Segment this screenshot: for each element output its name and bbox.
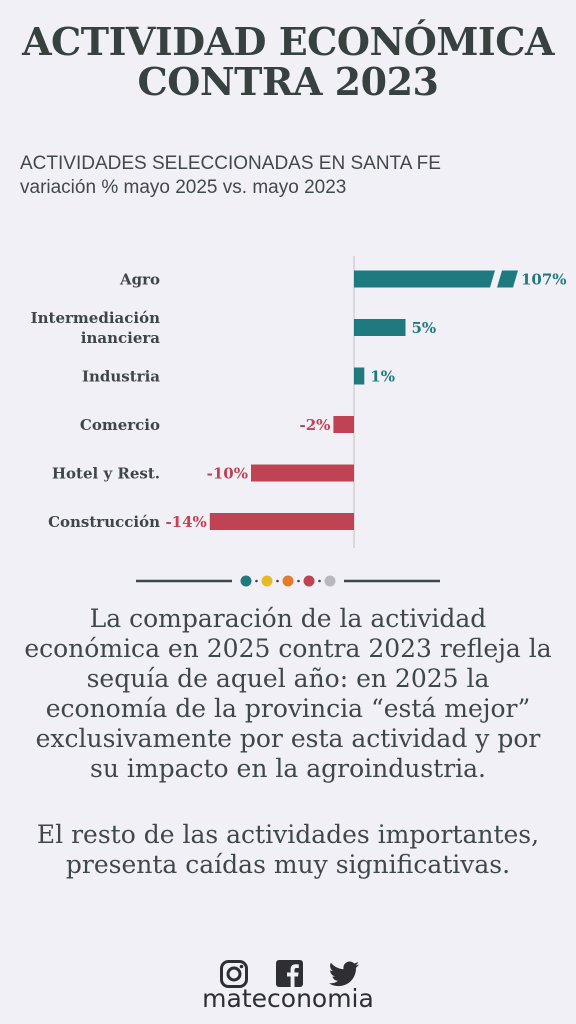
category-label-4-line-0: Hotel y Rest. [52,465,160,483]
twitter-icon[interactable] [328,961,359,987]
category-label-0-line-0: Agro [119,271,160,289]
category-label-3: Comercio [80,416,160,434]
divider-small-dot-2 [297,579,300,583]
value-label-0: 107% [521,271,567,289]
page-title: ACTIVIDAD ECONÓMICA CONTRA 2023 [0,22,576,102]
bar-3 [333,416,354,433]
category-label-5: Construcción [48,513,160,531]
divider-dot-2 [282,575,294,587]
title-line-2: CONTRA 2023 [137,59,439,104]
bar-0-break-segment [497,270,518,288]
value-label-2: 1% [370,368,395,386]
body-paragraph-2: El resto de las actividades importantes,… [36,820,540,879]
value-label-1: 5% [412,319,437,337]
divider-dot-1 [261,575,273,587]
body-paragraph-1: La comparación de la actividad económica… [24,604,552,783]
bar-4 [251,464,354,482]
value-label-4: -10% [207,465,248,483]
category-label-1-line-0: Intermediación [31,309,160,327]
category-label-2-line-0: Industria [82,368,160,386]
category-label-2: Industria [82,368,160,386]
bar-2 [354,367,365,385]
facebook-icon[interactable] [276,960,303,987]
value-label-5: -14% [165,513,206,531]
category-label-1-line-1: inanciera [81,329,161,347]
subtitle-line-1: ACTIVIDADES SELECCIONADAS EN SANTA FE [20,153,441,174]
bar-1 [354,319,406,336]
brand-name: mateconomia [202,984,374,1013]
divider-dot-4 [324,575,336,587]
divider-small-dot-0 [255,579,258,583]
bar-0 [354,270,495,288]
subtitle-line-2: variación % mayo 2025 vs. mayo 2023 [20,177,347,198]
bar-chart: 107% Agro 5% Intermediación inanciera 1% Indus… [31,256,567,548]
category-label-5-line-0: Construcción [48,513,160,531]
category-label-3-line-0: Comercio [80,416,160,434]
divider-dot-3 [303,575,315,587]
instagram-icon[interactable] [220,960,248,988]
title-line-1: ACTIVIDAD ECONÓMICA [22,19,554,64]
divider-small-dot-1 [276,579,279,583]
divider-dot-0 [240,575,252,587]
social-icons [220,960,359,988]
category-label-0: Agro [119,271,160,289]
value-label-3: -2% [299,416,330,434]
chart-subtitle: ACTIVIDADES SELECCIONADAS EN SANTA FE va… [20,152,560,200]
category-label-4: Hotel y Rest. [52,465,160,483]
category-label-1: Intermediación inanciera [31,309,161,347]
bar-5 [209,513,354,530]
divider-small-dot-3 [318,579,321,583]
section-divider [136,575,440,587]
